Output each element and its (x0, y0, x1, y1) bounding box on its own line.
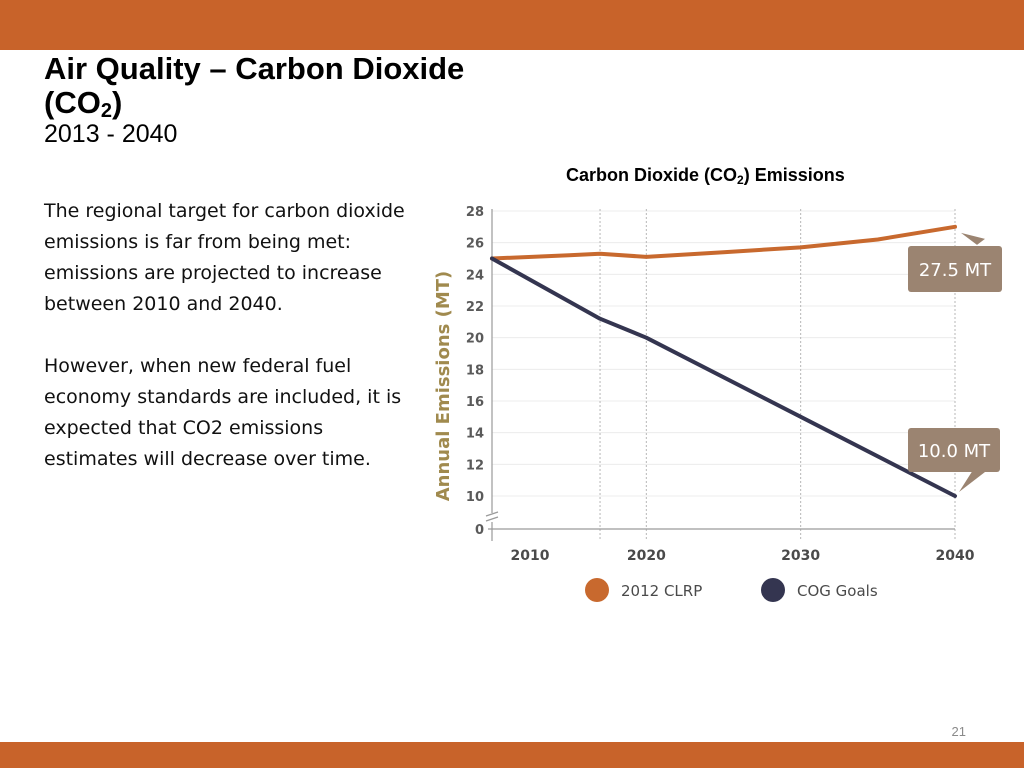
y-tick-label-24: 24 (466, 268, 484, 283)
slide-title: Air Quality – Carbon Dioxide (CO2) (44, 51, 564, 122)
y-axis-title: Annual Emissions (MT) (433, 271, 454, 502)
callout-pointer-cog (959, 470, 985, 492)
x-tick-label-2030: 2030 (781, 548, 820, 564)
top-accent-bar (0, 0, 1024, 50)
y-tick-label-20: 20 (466, 332, 484, 347)
y-tick-label-16: 16 (466, 395, 484, 410)
callout-box-cog (908, 428, 1000, 472)
x-tick-label-2040: 2040 (936, 548, 975, 564)
body-paragraph-fuel-standards: However, when new federal fuel economy s… (44, 355, 402, 470)
bottom-accent-bar (0, 742, 1024, 768)
y-tick-label-12: 12 (466, 458, 484, 473)
series-line-clrp (490, 224, 957, 261)
slide-title-formula: (CO2) (44, 85, 123, 122)
x-tick-label-2010: 2010 (511, 548, 550, 564)
y-tick-label-28: 28 (466, 205, 484, 220)
slide-title-main: Air Quality – Carbon Dioxide (44, 51, 465, 86)
body-text: The regional target for carbon dioxide e… (44, 196, 414, 506)
legend-label-clrp: 2012 CLRP (621, 582, 702, 600)
y-tick-label-0: 0 (475, 523, 484, 538)
callout-pointer-clrp (961, 232, 985, 245)
slide-number: 21 (951, 724, 966, 739)
chart-title: Carbon Dioxide (CO2) Emissions (566, 165, 845, 187)
callout-box-clrp (908, 246, 1002, 292)
callout-label-clrp: 27.5 MT (919, 260, 992, 281)
legend-swatch-clrp (585, 578, 609, 602)
body-paragraph-target: The regional target for carbon dioxide e… (44, 200, 405, 315)
callout-label-cog: 10.0 MT (918, 441, 991, 462)
legend-label-cog-goals: COG Goals (797, 582, 878, 600)
y-tick-label-22: 22 (466, 300, 484, 315)
series-line-cog-goals (490, 256, 957, 498)
y-tick-label-14: 14 (466, 427, 484, 442)
legend-swatch-cog-goals (761, 578, 785, 602)
slide-subtitle: 2013 - 2040 (44, 120, 178, 148)
axis-break-marker (485, 511, 499, 522)
y-tick-label-10: 10 (466, 490, 484, 505)
x-tick-label-2020: 2020 (627, 548, 666, 564)
y-tick-label-26: 26 (466, 237, 484, 252)
y-tick-label-18: 18 (466, 363, 484, 378)
